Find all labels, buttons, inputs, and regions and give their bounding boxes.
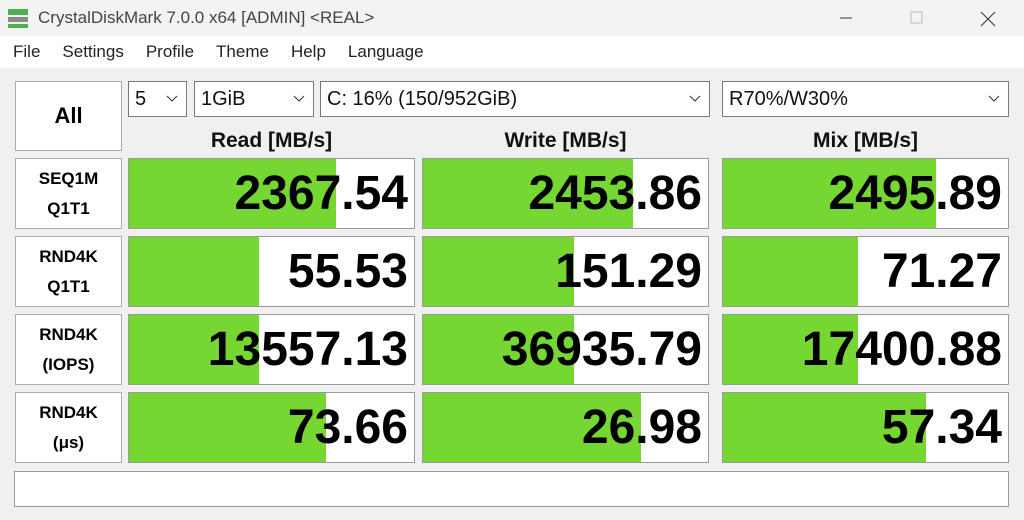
result-cell: 2453.86 — [422, 158, 709, 229]
size-select[interactable]: 1GiB — [194, 81, 314, 117]
row-label-line: RND4K — [39, 324, 98, 344]
result-value: 2453.86 — [528, 167, 702, 220]
row-label-line: SEQ1M — [38, 168, 99, 188]
result-cell: 55.53 — [128, 236, 415, 307]
window-title: CrystalDiskMark 7.0.0 x64 [ADMIN] <REAL> — [38, 8, 375, 27]
result-value: 151.29 — [555, 245, 702, 298]
column-header: Mix [MB/s] — [813, 129, 918, 152]
menu-bar: File Settings Profile Theme Help Languag… — [0, 36, 1024, 68]
row-label-line: Q1T1 — [47, 198, 90, 218]
result-value: 2495.89 — [828, 167, 1002, 220]
row-label: RND4K (μs) — [15, 392, 122, 463]
mix-select[interactable]: R70%/W30% — [722, 81, 1009, 117]
result-value: 2367.54 — [234, 167, 408, 220]
result-cell: 73.66 — [128, 392, 415, 463]
result-bar — [723, 237, 858, 306]
row-label: SEQ1M Q1T1 — [15, 158, 122, 229]
result-cell: 13557.13 — [128, 314, 415, 385]
menu-item[interactable]: Profile — [145, 42, 195, 61]
menu-item[interactable]: Settings — [62, 42, 124, 61]
result-value: 17400.88 — [801, 323, 1002, 376]
result-cell: 151.29 — [422, 236, 709, 307]
result-cell: 17400.88 — [722, 314, 1009, 385]
menu-item[interactable]: File — [13, 42, 41, 61]
result-cell: 57.34 — [722, 392, 1009, 463]
result-cell: 2495.89 — [722, 158, 1009, 229]
result-value: 36935.79 — [501, 323, 702, 376]
row-label: RND4K Q1T1 — [15, 236, 122, 307]
window-controls[interactable] — [820, 0, 1024, 36]
result-bar — [723, 393, 926, 462]
result-cell: 26.98 — [422, 392, 709, 463]
title-bar: CrystalDiskMark 7.0.0 x64 [ADMIN] <REAL> — [0, 0, 1024, 36]
result-value: 26.98 — [581, 401, 702, 454]
row-label: RND4K (IOPS) — [15, 314, 122, 385]
result-cell: 71.27 — [722, 236, 1009, 307]
result-value: 57.34 — [881, 401, 1002, 454]
row-label-line: (IOPS) — [42, 354, 95, 374]
result-bar — [423, 393, 641, 462]
result-bar — [423, 159, 633, 228]
row-label-line: (μs) — [52, 432, 85, 452]
result-bar — [723, 159, 936, 228]
all-button[interactable]: All — [15, 81, 122, 151]
result-bar — [129, 159, 336, 228]
result-bar — [129, 315, 259, 384]
app-icon — [8, 9, 28, 28]
drive-select[interactable]: C: 16% (150/952GiB) — [320, 81, 710, 117]
count-select[interactable]: 5 — [128, 81, 187, 117]
column-header: Read [MB/s] — [210, 129, 333, 152]
menu-item[interactable]: Theme — [216, 42, 269, 61]
menu-item[interactable]: Help — [290, 42, 326, 61]
result-value: 13557.13 — [207, 323, 408, 376]
result-cell: 36935.79 — [422, 314, 709, 385]
row-label-line: RND4K — [39, 402, 98, 422]
result-bar — [423, 315, 574, 384]
status-bar — [14, 471, 1009, 507]
result-bar — [129, 237, 259, 306]
result-bar — [423, 237, 574, 306]
result-bar — [723, 315, 858, 384]
column-header: Write [MB/s] — [504, 129, 627, 152]
result-value: 71.27 — [881, 245, 1002, 298]
row-label-line: Q1T1 — [47, 276, 90, 296]
result-bar — [129, 393, 326, 462]
row-label-line: RND4K — [39, 246, 98, 266]
result-cell: 2367.54 — [128, 158, 415, 229]
result-value: 55.53 — [287, 245, 408, 298]
result-value: 73.66 — [287, 401, 408, 454]
menu-item[interactable]: Language — [347, 42, 424, 61]
